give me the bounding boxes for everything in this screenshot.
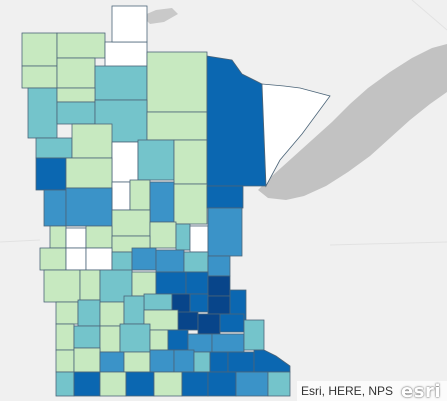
county[interactable] (173, 349, 195, 373)
county[interactable] (65, 227, 87, 249)
county[interactable] (56, 101, 96, 125)
county[interactable] (119, 323, 151, 353)
county[interactable] (129, 179, 151, 211)
county[interactable] (55, 301, 79, 325)
county[interactable] (189, 293, 209, 313)
county[interactable] (56, 57, 96, 89)
county[interactable] (21, 32, 58, 67)
county[interactable] (235, 371, 269, 397)
county[interactable] (35, 157, 67, 191)
county[interactable] (243, 319, 265, 351)
map-attribution: Esri, HERE, NPS esri (297, 381, 447, 401)
county[interactable] (65, 157, 113, 189)
county[interactable] (123, 295, 145, 325)
county[interactable] (43, 269, 81, 303)
esri-logo[interactable]: esri (401, 380, 441, 401)
county[interactable] (99, 371, 127, 397)
county[interactable] (207, 255, 231, 277)
county[interactable] (146, 51, 208, 113)
county[interactable] (261, 83, 331, 188)
county[interactable] (167, 329, 189, 351)
lake-north (142, 8, 178, 24)
county[interactable] (197, 313, 221, 335)
county[interactable] (207, 295, 231, 315)
county[interactable] (209, 351, 229, 373)
county[interactable] (49, 225, 67, 249)
county[interactable] (137, 139, 175, 181)
county[interactable] (77, 299, 101, 327)
county[interactable] (56, 87, 96, 103)
county[interactable] (185, 271, 209, 295)
county[interactable] (267, 371, 291, 397)
county[interactable] (111, 5, 148, 43)
county[interactable] (99, 301, 125, 327)
county[interactable] (183, 251, 209, 273)
county[interactable] (35, 137, 73, 159)
county[interactable] (187, 333, 213, 353)
county[interactable] (143, 293, 173, 311)
county[interactable] (153, 371, 183, 397)
county[interactable] (149, 181, 175, 223)
county[interactable] (65, 187, 113, 227)
county[interactable] (85, 225, 113, 249)
county[interactable] (55, 349, 75, 373)
county[interactable] (111, 181, 131, 211)
county-layer[interactable] (21, 5, 331, 397)
county[interactable] (39, 247, 67, 271)
county[interactable] (227, 351, 255, 373)
county[interactable] (207, 275, 231, 297)
county[interactable] (175, 223, 191, 251)
county[interactable] (73, 347, 101, 373)
county[interactable] (65, 247, 87, 271)
county[interactable] (125, 371, 155, 397)
road-line (411, 0, 447, 31)
county[interactable] (85, 247, 113, 271)
county[interactable] (149, 329, 169, 351)
county[interactable] (173, 183, 208, 225)
county[interactable] (211, 333, 245, 353)
county[interactable] (149, 349, 175, 373)
road-line (329, 241, 447, 246)
county[interactable] (56, 32, 106, 59)
lake-superior (258, 44, 447, 200)
county[interactable] (27, 87, 58, 139)
county[interactable] (177, 311, 199, 331)
county[interactable] (206, 185, 244, 209)
county[interactable] (207, 207, 243, 257)
county[interactable] (21, 65, 58, 89)
county[interactable] (55, 371, 75, 397)
county[interactable] (181, 371, 209, 397)
county[interactable] (189, 225, 209, 253)
county[interactable] (55, 323, 75, 351)
county[interactable] (73, 371, 101, 397)
county[interactable] (123, 351, 151, 373)
county[interactable] (43, 189, 67, 227)
county[interactable] (99, 325, 121, 353)
county[interactable] (146, 111, 208, 141)
county[interactable] (219, 313, 245, 333)
county[interactable] (173, 139, 208, 185)
county[interactable] (207, 371, 237, 397)
county[interactable] (79, 269, 101, 301)
county[interactable] (149, 221, 177, 249)
county[interactable] (73, 325, 101, 349)
county[interactable] (155, 249, 185, 273)
county[interactable] (131, 271, 157, 297)
county[interactable] (99, 351, 125, 373)
county[interactable] (131, 247, 157, 271)
attribution-text[interactable]: Esri, HERE, NPS (301, 384, 394, 398)
county[interactable] (155, 271, 187, 295)
county[interactable] (111, 141, 139, 183)
county[interactable] (193, 351, 211, 373)
road-line (0, 239, 41, 243)
county[interactable] (71, 123, 113, 159)
county[interactable] (111, 209, 151, 237)
county[interactable] (94, 65, 148, 101)
